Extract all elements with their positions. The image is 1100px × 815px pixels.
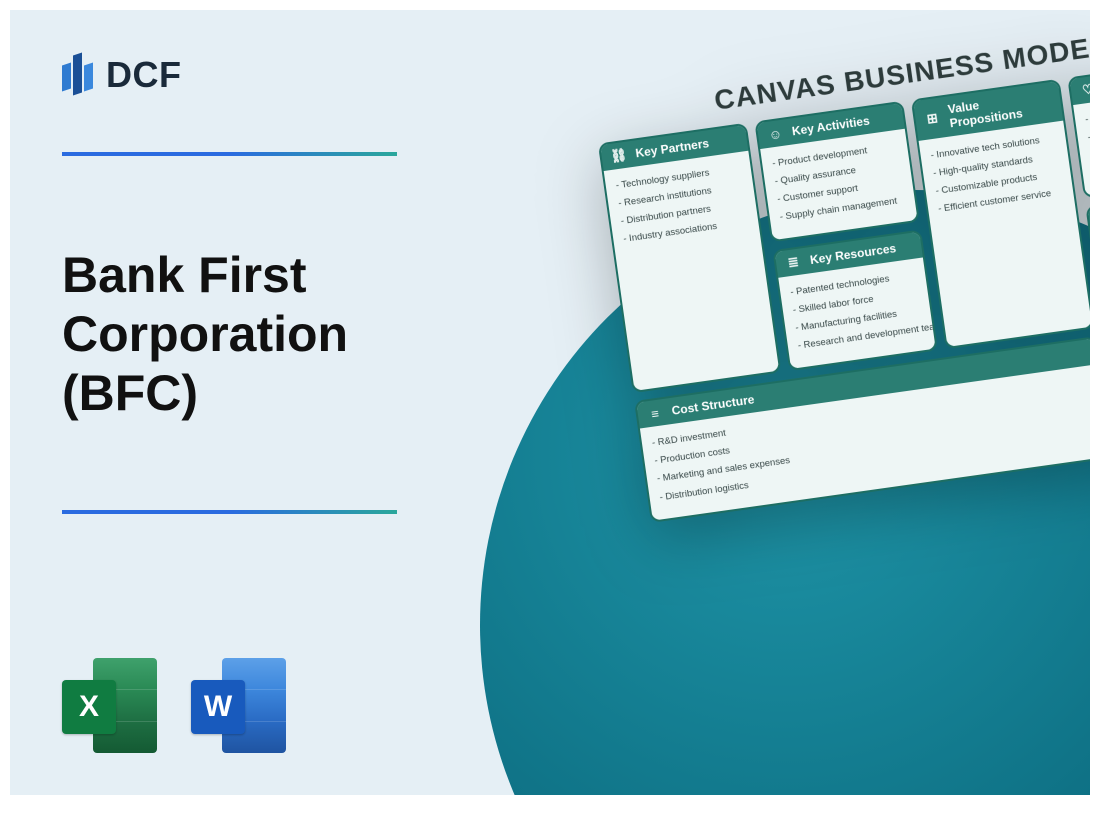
bmc-mock: CANVAS BUSINESS MODEL ⛓ Key Partners - T… — [592, 13, 1090, 523]
link-icon: ⛓ — [609, 148, 629, 164]
sliders-icon: ≡ — [645, 405, 665, 421]
word-badge: W — [191, 680, 245, 734]
heart-icon: ♡ — [1078, 82, 1090, 98]
people-icon: ☺ — [765, 126, 785, 142]
brand-name: DCF — [106, 54, 182, 96]
word-icon: W — [191, 658, 286, 753]
page: DCF Bank First Corporation (BFC) X W CAN… — [10, 10, 1090, 795]
file-icons: X W — [62, 658, 286, 753]
brand-mark-icon — [62, 52, 96, 98]
bmc-key-resources: ≣ Key Resources - Patented technologies … — [772, 230, 938, 372]
database-icon: ≣ — [783, 255, 803, 271]
bmc-middle-column: ☺ Key Activities - Product development -… — [754, 101, 938, 372]
brand-logo: DCF — [62, 52, 182, 98]
excel-badge: X — [62, 680, 116, 734]
excel-icon: X — [62, 658, 157, 753]
divider-bottom — [62, 510, 397, 514]
bmc-grid: ⛓ Key Partners - Technology suppliers - … — [598, 55, 1090, 523]
bmc-value-propositions: ⊞ Value Propositions - Innovative tech s… — [911, 79, 1090, 350]
gift-icon: ⊞ — [923, 111, 942, 127]
page-title: Bank First Corporation (BFC) — [62, 246, 482, 423]
bmc-key-activities: ☺ Key Activities - Product development -… — [754, 101, 920, 243]
divider-top — [62, 152, 397, 156]
